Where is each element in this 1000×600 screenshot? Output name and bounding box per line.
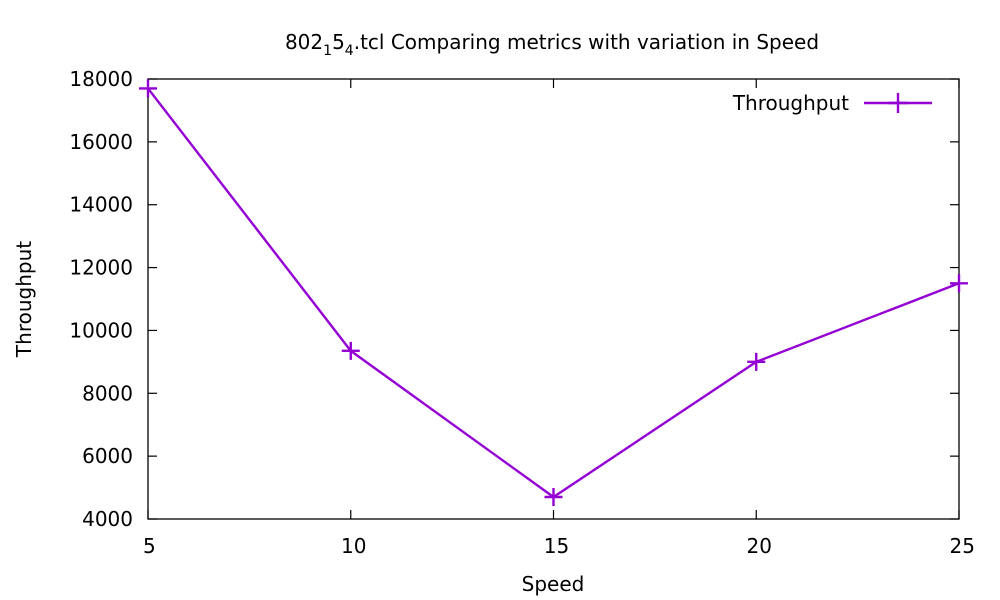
plot-frame	[147, 78, 960, 520]
y-tick-label: 4000	[82, 507, 133, 531]
data-point-marker	[747, 352, 766, 371]
legend: Throughput	[732, 91, 932, 115]
y-tick-label: 12000	[69, 256, 133, 280]
x-tick-label: 10	[341, 534, 366, 558]
x-axis-label: Speed	[522, 572, 585, 596]
x-tick-label: 15	[544, 534, 569, 558]
y-tick-label: 16000	[69, 130, 133, 154]
legend-label: Throughput	[732, 91, 849, 115]
y-tick-label: 10000	[69, 318, 133, 342]
data-point-marker	[341, 341, 360, 360]
x-tick-label: 20	[747, 534, 772, 558]
data-point-marker	[950, 274, 968, 293]
y-tick-label: 18000	[69, 67, 133, 91]
y-axis: 4000 6000 8000 10000 12000 14000 16000 18000	[69, 67, 959, 531]
x-axis: 5 10 15 20 25	[143, 79, 975, 558]
x-tick-label: 5	[143, 534, 156, 558]
x-tick-label: 25	[950, 534, 975, 558]
series-layer	[139, 79, 968, 506]
y-tick-label: 6000	[82, 444, 133, 468]
series-line-throughput	[147, 87, 960, 499]
chart-title: 802154.tcl Comparing metrics with variat…	[285, 30, 819, 59]
data-point-marker	[139, 79, 157, 98]
data-point-marker	[544, 488, 563, 506]
y-axis-label: Throughput	[12, 241, 36, 358]
title-subscript-2: 4	[345, 43, 354, 59]
title-subscript-1: 1	[323, 43, 332, 59]
legend-marker	[888, 93, 908, 113]
y-tick-label: 8000	[82, 381, 133, 405]
y-tick-label: 14000	[69, 193, 133, 217]
